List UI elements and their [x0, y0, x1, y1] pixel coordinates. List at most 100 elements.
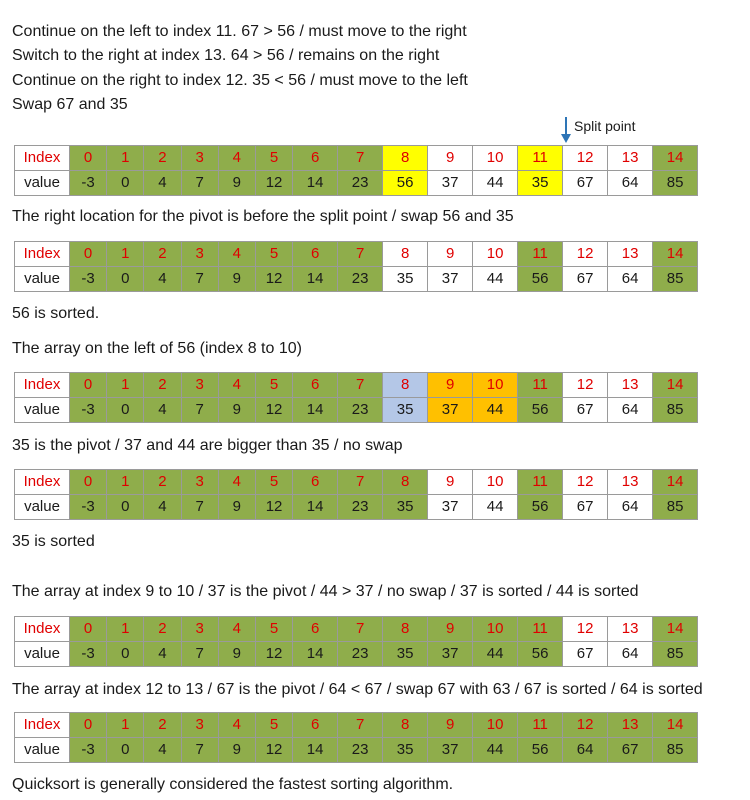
index-cell: 3 — [180, 241, 219, 267]
index-cell: 9 — [427, 241, 474, 267]
value-cell: 0 — [106, 266, 145, 292]
index-cell: 3 — [180, 712, 219, 738]
index-cell: 3 — [180, 372, 219, 398]
index-cell: 7 — [337, 241, 384, 267]
index-row: Index 0 1 2 3 4 5 6 7 8 9 10 11 12 13 14 — [14, 616, 699, 642]
value-cell: 56 — [517, 641, 564, 667]
value-cell: 67 — [562, 266, 609, 292]
index-cell: 11 — [517, 145, 564, 171]
value-cell: 35 — [382, 266, 429, 292]
index-row: Index 0 1 2 3 4 5 6 7 8 9 10 11 12 13 14 — [14, 241, 699, 267]
index-cell: 4 — [217, 616, 256, 642]
array-table-2: Index 0 1 2 3 4 5 6 7 8 9 10 11 12 13 14 value -3 0 4 7 9 12 14… — [14, 241, 699, 292]
index-cell: 0 — [68, 616, 108, 642]
index-cell: 2 — [143, 712, 182, 738]
index-cell: 3 — [180, 145, 219, 171]
value-cell: 12 — [254, 170, 294, 196]
value-cell: 64 — [607, 397, 654, 423]
value-cell: 67 — [562, 494, 609, 520]
index-cell: 8 — [382, 145, 429, 171]
value-cell: 64 — [562, 737, 609, 763]
index-cell: 1 — [106, 372, 145, 398]
index-cell: 4 — [217, 372, 256, 398]
index-row: Index 0 1 2 3 4 5 6 7 8 9 10 11 12 13 14 — [14, 712, 699, 738]
index-header: Index — [14, 616, 70, 642]
index-row: Index 0 1 2 3 4 5 6 7 8 9 10 11 12 13 14 — [14, 372, 699, 398]
value-cell: 23 — [337, 737, 384, 763]
value-cell: 4 — [143, 266, 182, 292]
caption-6: The array at index 12 to 13 / 67 is the … — [12, 681, 703, 698]
index-cell: 12 — [562, 372, 609, 398]
index-header: Index — [14, 145, 70, 171]
value-cell: 35 — [382, 641, 429, 667]
value-header: value — [14, 494, 70, 520]
index-cell: 2 — [143, 372, 182, 398]
value-cell: 44 — [472, 737, 519, 763]
index-cell: 6 — [292, 469, 339, 495]
index-cell: 5 — [254, 241, 294, 267]
value-cell: 14 — [292, 494, 339, 520]
index-cell: 13 — [607, 241, 654, 267]
index-cell: 2 — [143, 469, 182, 495]
value-cell: -3 — [68, 737, 108, 763]
value-cell: 7 — [180, 494, 219, 520]
value-cell: 12 — [254, 494, 294, 520]
index-cell: 10 — [472, 469, 519, 495]
value-cell: 7 — [180, 170, 219, 196]
array-table-5: Index 0 1 2 3 4 5 6 7 8 9 10 11 12 13 14 value -3 0 4 7 9 12 14… — [14, 616, 699, 667]
index-cell: 13 — [607, 712, 654, 738]
value-cell: 9 — [217, 494, 256, 520]
value-cell: 85 — [652, 737, 699, 763]
value-cell: 85 — [652, 397, 699, 423]
value-cell: 4 — [143, 170, 182, 196]
index-cell: 11 — [517, 616, 564, 642]
split-point-label: Split point — [574, 118, 636, 134]
value-cell: 14 — [292, 266, 339, 292]
value-cell: 56 — [517, 494, 564, 520]
value-cell: 67 — [607, 737, 654, 763]
value-cell: 67 — [562, 397, 609, 423]
value-cell: 85 — [652, 266, 699, 292]
value-cell: 64 — [607, 494, 654, 520]
value-cell: 4 — [143, 494, 182, 520]
value-cell: 56 — [517, 737, 564, 763]
index-cell: 10 — [472, 616, 519, 642]
value-cell: 0 — [106, 170, 145, 196]
value-cell: 14 — [292, 170, 339, 196]
value-cell: 7 — [180, 397, 219, 423]
index-cell: 5 — [254, 469, 294, 495]
value-cell: 37 — [427, 266, 474, 292]
caption-4: 35 is sorted — [12, 533, 95, 550]
caption-7: Quicksort is generally considered the fa… — [12, 776, 454, 793]
value-cell: 37 — [427, 494, 474, 520]
index-cell: 5 — [254, 145, 294, 171]
value-cell: 37 — [427, 641, 474, 667]
value-header: value — [14, 641, 70, 667]
value-cell: 67 — [562, 641, 609, 667]
index-cell: 0 — [68, 712, 108, 738]
array-table-6: Index 0 1 2 3 4 5 6 7 8 9 10 11 12 13 14 value -3 0 4 7 9 12 14… — [14, 712, 699, 763]
index-cell: 11 — [517, 241, 564, 267]
index-cell: 12 — [562, 145, 609, 171]
value-row: value -3 0 4 7 9 12 14 23 35 37 44 56 67 64 85 — [14, 641, 699, 667]
value-row: value -3 0 4 7 9 12 14 23 35 37 44 56 67 64 85 — [14, 494, 699, 520]
index-cell: 4 — [217, 712, 256, 738]
index-cell: 6 — [292, 616, 339, 642]
index-cell: 5 — [254, 616, 294, 642]
value-cell: 44 — [472, 641, 519, 667]
index-cell: 8 — [382, 469, 429, 495]
index-cell: 10 — [472, 712, 519, 738]
value-cell: 64 — [607, 641, 654, 667]
index-header: Index — [14, 241, 70, 267]
index-cell: 3 — [180, 616, 219, 642]
index-cell: 12 — [562, 241, 609, 267]
value-cell: 64 — [607, 170, 654, 196]
value-header: value — [14, 397, 70, 423]
step-line-4: Swap 67 and 35 — [12, 96, 128, 113]
index-cell: 12 — [562, 712, 609, 738]
index-cell: 0 — [68, 469, 108, 495]
index-cell: 9 — [427, 616, 474, 642]
index-cell: 12 — [562, 469, 609, 495]
value-cell: 7 — [180, 737, 219, 763]
step-line-2: Switch to the right at index 13. 64 > 56… — [12, 47, 440, 64]
